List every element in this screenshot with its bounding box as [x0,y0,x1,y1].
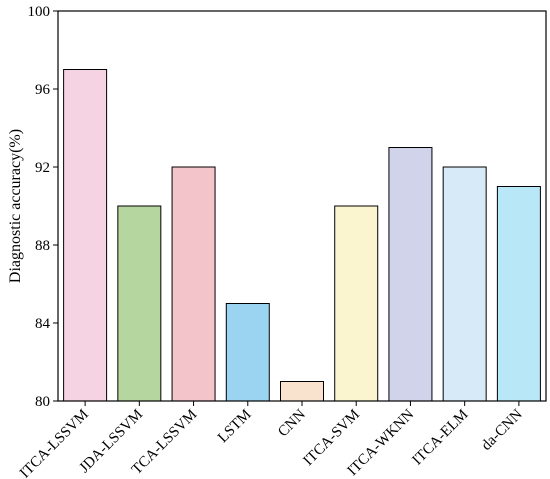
y-tick-label: 88 [35,238,50,254]
x-tick-label: ITCA-ELM [410,407,472,469]
x-tick-label: CNN [275,406,309,440]
plot-frame [57,10,547,402]
x-tick-label: da-CNN [478,406,525,453]
bar-itca-lssvm [63,69,108,402]
y-axis-title: Diagnostic accuracy(%) [7,129,24,283]
y-tick-label: 80 [35,394,50,410]
bar-itca-wknn [388,147,433,402]
bar-lstm [225,303,270,402]
bar-itca-svm [334,205,379,402]
bar-cnn [280,381,324,402]
y-tick-label: 92 [35,160,50,176]
bar-da-cnn [496,186,541,402]
bar-tca-lssvm [171,166,216,402]
bar-jda-lssvm [117,205,162,402]
bar-itca-elm [442,166,487,402]
y-tick-label: 96 [35,82,51,98]
bars-group [63,69,541,402]
x-tick-label: LSTM [215,407,255,447]
y-tick-label: 100 [28,4,51,20]
y-ticks-group: 80 84 88 92 96 100 [28,4,58,410]
y-tick-label: 84 [35,316,51,332]
